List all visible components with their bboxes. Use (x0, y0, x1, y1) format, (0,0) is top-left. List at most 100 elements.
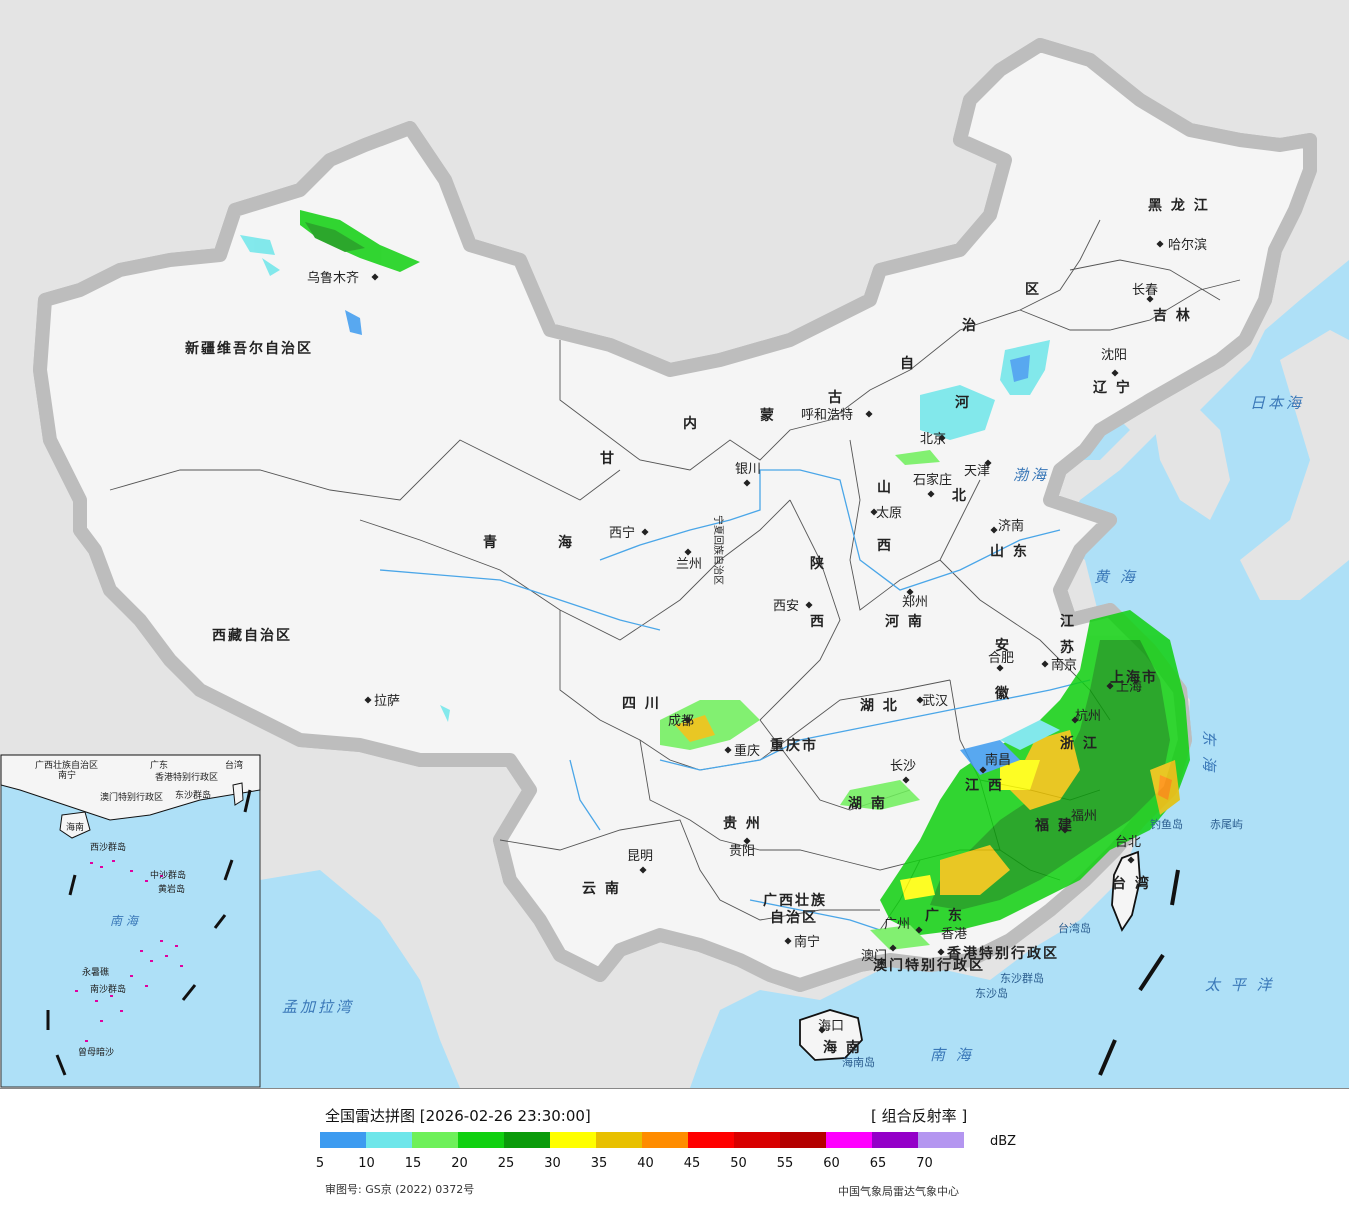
city-label-chongqing: 重庆 (734, 743, 760, 759)
legend-tick: 15 (404, 1156, 422, 1171)
label-xinjiang: 新疆维吾尔自治区 (185, 340, 313, 357)
city-label-nanning: 南宁 (794, 934, 820, 950)
sea-bohai: 渤海 (1013, 466, 1049, 484)
label-guangdong: 广 东 (925, 907, 964, 924)
label-henan: 河 南 (885, 613, 924, 630)
city-label-zhengzhou: 郑州 (902, 595, 928, 610)
city-marker-hongkong (937, 948, 945, 956)
city-marker-kunming (639, 866, 647, 874)
sea-taiping: 太 平 洋 (1205, 976, 1275, 994)
legend-swatch-10 (780, 1132, 826, 1148)
label-shaanxi-a: 陕 (810, 555, 826, 572)
inset-xisha: 西沙群岛 (90, 841, 126, 853)
legend-swatch-7 (642, 1132, 688, 1148)
legend-title: 全国雷达拼图 [2026-02-26 23:30:00] (325, 1107, 591, 1125)
legend-swatch-4 (504, 1132, 550, 1148)
legend-tick: 65 (869, 1156, 887, 1171)
inset-guangxi: 广西壮族自治区 (35, 759, 98, 771)
legend-tick: 20 (451, 1156, 468, 1171)
label-shaanxi-b: 西 (810, 614, 826, 630)
island-dongsha-dao: 东沙岛 (975, 986, 1008, 1000)
city-label-guiyang: 贵阳 (729, 844, 755, 859)
legend-swatch-1 (366, 1132, 412, 1148)
bay-of-bengal-area (260, 870, 460, 1088)
city-label-macau: 澳门 (861, 948, 887, 964)
city-label-shanghai: 上海 (1116, 680, 1142, 695)
city-marker-nanning (784, 937, 792, 945)
city-marker-changsha (902, 776, 910, 784)
label-jiangxi: 江 西 (965, 777, 1004, 794)
label-jiangsu-a: 江 (1060, 613, 1076, 630)
legend-swatch-2 (412, 1132, 458, 1148)
city-label-shijiazhuang: 石家庄 (913, 472, 952, 488)
inset-huangyan: 黄岩岛 (158, 883, 185, 895)
city-marker-shijiazhuang (927, 490, 935, 498)
label-neimenggu-e: 治 (962, 317, 978, 334)
label-neimenggu-b: 蒙 (760, 407, 776, 424)
city-label-beijing: 北京 (920, 432, 946, 447)
city-marker-lhasa (364, 696, 372, 704)
label-shandong: 山 东 (990, 543, 1029, 560)
city-label-xian: 西安 (773, 599, 799, 614)
legend-tick: 50 (730, 1156, 747, 1171)
sea-riben: 日本海 (1250, 394, 1304, 412)
label-neimenggu-c: 古 (828, 389, 844, 406)
map-canvas: 广西壮族自治区 南宁 广东 台湾 香港特别行政区 澳门特别行政区 东沙群岛 海南… (0, 0, 1349, 1088)
legend-swatch-0 (320, 1132, 366, 1148)
label-shanxi-a: 山 (877, 480, 893, 496)
city-marker-nanchang (979, 766, 987, 774)
sea-donghai: 东 海 (1200, 730, 1218, 774)
city-label-fuzhou: 福州 (1071, 809, 1097, 824)
label-guangxi-a: 广西壮族 (763, 892, 827, 909)
legend-tick: 70 (916, 1156, 933, 1171)
inset-nansha: 南沙群岛 (90, 983, 126, 995)
label-hebei-a: 河 (955, 394, 971, 411)
city-label-nanjing: 南京 (1051, 657, 1077, 673)
city-label-wuhan: 武汉 (922, 694, 948, 709)
label-heilongjiang: 黑 龙 江 (1148, 197, 1210, 214)
label-hunan: 湖 南 (848, 795, 887, 812)
label-shanghai: 上海市 (1110, 669, 1158, 686)
label-ningxia: 宁夏回族自治区 (712, 515, 725, 585)
island-hainan: 海南岛 (842, 1055, 875, 1069)
city-label-lanzhou: 兰州 (676, 557, 702, 572)
city-label-changchun: 长春 (1132, 283, 1158, 298)
inset-yongshu: 永暑礁 (82, 966, 109, 978)
taiwan-island (1111, 850, 1141, 932)
city-label-xining: 西宁 (609, 525, 635, 541)
label-neimenggu-a: 内 (683, 415, 699, 432)
label-neimenggu-f: 区 (1025, 282, 1041, 298)
legend-tick: 25 (497, 1156, 515, 1171)
japan-land (1240, 330, 1349, 600)
label-jiangsu-b: 苏 (1060, 639, 1076, 656)
city-label-hohhot: 呼和浩特 (801, 408, 853, 423)
inset-macau: 澳门特别行政区 (100, 791, 163, 803)
label-qinghai-b: 海 (558, 534, 574, 551)
sea-labels: 渤海 黄 海 东 海 南 海 日本海 太 平 洋 孟加拉湾 (282, 394, 1304, 1064)
city-label-taibei: 台北 (1115, 835, 1141, 850)
map-approval-number: 审图号: GS京 (2022) 0372号 (325, 1183, 475, 1196)
inset-hainan: 海南 (66, 821, 84, 833)
city-marker-hefei (996, 664, 1004, 672)
city-label-shenyang: 沈阳 (1101, 348, 1127, 363)
label-gansu: 甘 (600, 450, 616, 467)
city-markers: 乌鲁木齐拉萨西宁兰州银川呼和浩特北京天津石家庄太原济南郑州西安哈尔滨长春沈阳南京… (307, 237, 1207, 1034)
label-sichuan: 四 川 (622, 696, 661, 712)
city-marker-guiyang (743, 837, 751, 845)
legend-swatch-13 (918, 1132, 964, 1148)
legend-swatch-8 (688, 1132, 734, 1148)
legend-product: [ 组合反射率 ] (871, 1107, 968, 1125)
inset-nanning: 南宁 (58, 769, 76, 781)
inset-nanhai: 南 海 (110, 914, 140, 928)
legend-panel: 全国雷达拼图 [2026-02-26 23:30:00] [ 组合反射率 ] d… (0, 1088, 1349, 1209)
label-hebei-b: 北 (952, 488, 968, 504)
label-jilin: 吉 林 (1153, 307, 1192, 324)
label-hk: 香港特别行政区 (946, 945, 1059, 962)
sea-huanghai: 黄 海 (1094, 568, 1138, 586)
province-labels: 新疆维吾尔自治区 西藏自治区 青 海 甘 内 蒙 古 自 治 区 黑 龙 江 吉… (185, 197, 1210, 1056)
city-label-harbin: 哈尔滨 (1168, 237, 1207, 253)
label-liaoning: 辽 宁 (1093, 379, 1132, 396)
label-macau: 澳门特别行政区 (873, 957, 985, 974)
city-marker-chengdu (684, 716, 692, 724)
inset-taiwan: 台湾 (225, 759, 243, 771)
